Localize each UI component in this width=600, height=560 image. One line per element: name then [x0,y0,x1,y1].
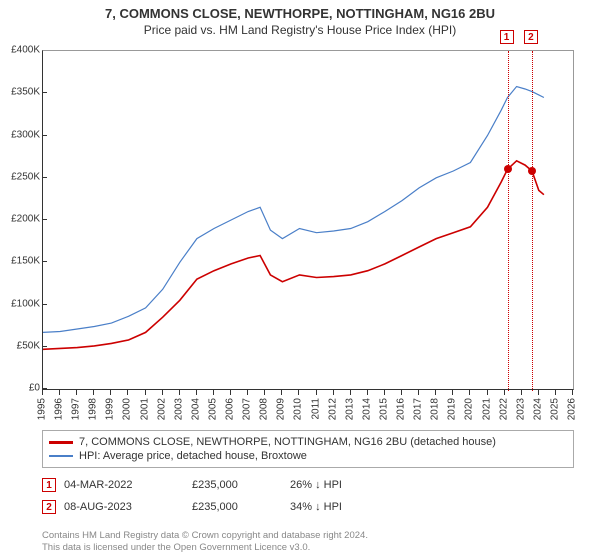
xtick-label: 2020 [464,398,475,420]
xtick-label: 2002 [156,398,167,420]
xtick-label: 2022 [498,398,509,420]
chart-container: 7, COMMONS CLOSE, NEWTHORPE, NOTTINGHAM,… [0,0,600,560]
legend-label: 7, COMMONS CLOSE, NEWTHORPE, NOTTINGHAM,… [79,436,496,448]
xtick-label: 2021 [481,398,492,420]
xtick-label: 1996 [54,398,65,420]
legend-label: HPI: Average price, detached house, Brox… [79,450,307,462]
ytick-label: £150K [0,256,40,267]
xtick-label: 2017 [413,398,424,420]
xtick-label: 2026 [567,398,578,420]
legend-swatch [49,441,73,444]
xtick-label: 2012 [327,398,338,420]
sale-point-icon [528,167,536,175]
xtick-label: 2014 [361,398,372,420]
ytick-label: £50K [0,340,40,351]
sale-marker-icon: 2 [42,500,56,514]
ytick-label: £100K [0,298,40,309]
plot-area [42,50,574,390]
ytick-label: £400K [0,45,40,56]
xtick-label: 1995 [37,398,48,420]
sale-price: £235,000 [192,479,282,491]
xtick-label: 2023 [515,398,526,420]
footer-attribution: Contains HM Land Registry data © Crown c… [42,530,574,555]
ytick-label: £0 [0,383,40,394]
legend-swatch [49,455,73,457]
legend-box: 7, COMMONS CLOSE, NEWTHORPE, NOTTINGHAM,… [42,430,574,468]
sale-pct: 26% ↓ HPI [290,479,380,491]
xtick-label: 2003 [173,398,184,420]
sale-date: 04-MAR-2022 [64,479,184,491]
xtick-label: 2011 [310,398,321,420]
xtick-label: 2007 [242,398,253,420]
xtick-label: 2016 [396,398,407,420]
xtick-label: 2001 [139,398,150,420]
ytick-label: £200K [0,214,40,225]
top-marker-icon: 1 [500,30,514,44]
sale-price: £235,000 [192,501,282,513]
xtick-label: 2015 [378,398,389,420]
xtick-label: 1999 [105,398,116,420]
xtick-label: 2000 [122,398,133,420]
series-hpi [43,87,544,333]
xtick-label: 1997 [71,398,82,420]
top-marker-icon: 2 [524,30,538,44]
xtick-label: 2010 [293,398,304,420]
xtick-label: 2018 [430,398,441,420]
xtick-label: 2008 [259,398,270,420]
ytick-label: £250K [0,171,40,182]
sale-date: 08-AUG-2023 [64,501,184,513]
sale-pct: 34% ↓ HPI [290,501,380,513]
sale-marker-icon: 1 [42,478,56,492]
sale-row: 2 08-AUG-2023 £235,000 34% ↓ HPI [42,500,574,514]
ytick-label: £300K [0,129,40,140]
line-series-svg [43,51,573,389]
legend-row: HPI: Average price, detached house, Brox… [49,449,567,463]
title-address: 7, COMMONS CLOSE, NEWTHORPE, NOTTINGHAM,… [0,6,600,21]
xtick-label: 2006 [225,398,236,420]
sale-point-icon [504,165,512,173]
xtick-label: 2019 [447,398,458,420]
legend-row: 7, COMMONS CLOSE, NEWTHORPE, NOTTINGHAM,… [49,435,567,449]
xtick-label: 2025 [549,398,560,420]
sale-row: 1 04-MAR-2022 £235,000 26% ↓ HPI [42,478,574,492]
xtick-label: 2009 [276,398,287,420]
xtick-label: 1998 [88,398,99,420]
footer-line: This data is licensed under the Open Gov… [42,542,574,554]
xtick-label: 2004 [190,398,201,420]
xtick-label: 2013 [344,398,355,420]
footer-line: Contains HM Land Registry data © Crown c… [42,530,574,542]
xtick-label: 2024 [532,398,543,420]
ytick-label: £350K [0,87,40,98]
xtick-label: 2005 [207,398,218,420]
